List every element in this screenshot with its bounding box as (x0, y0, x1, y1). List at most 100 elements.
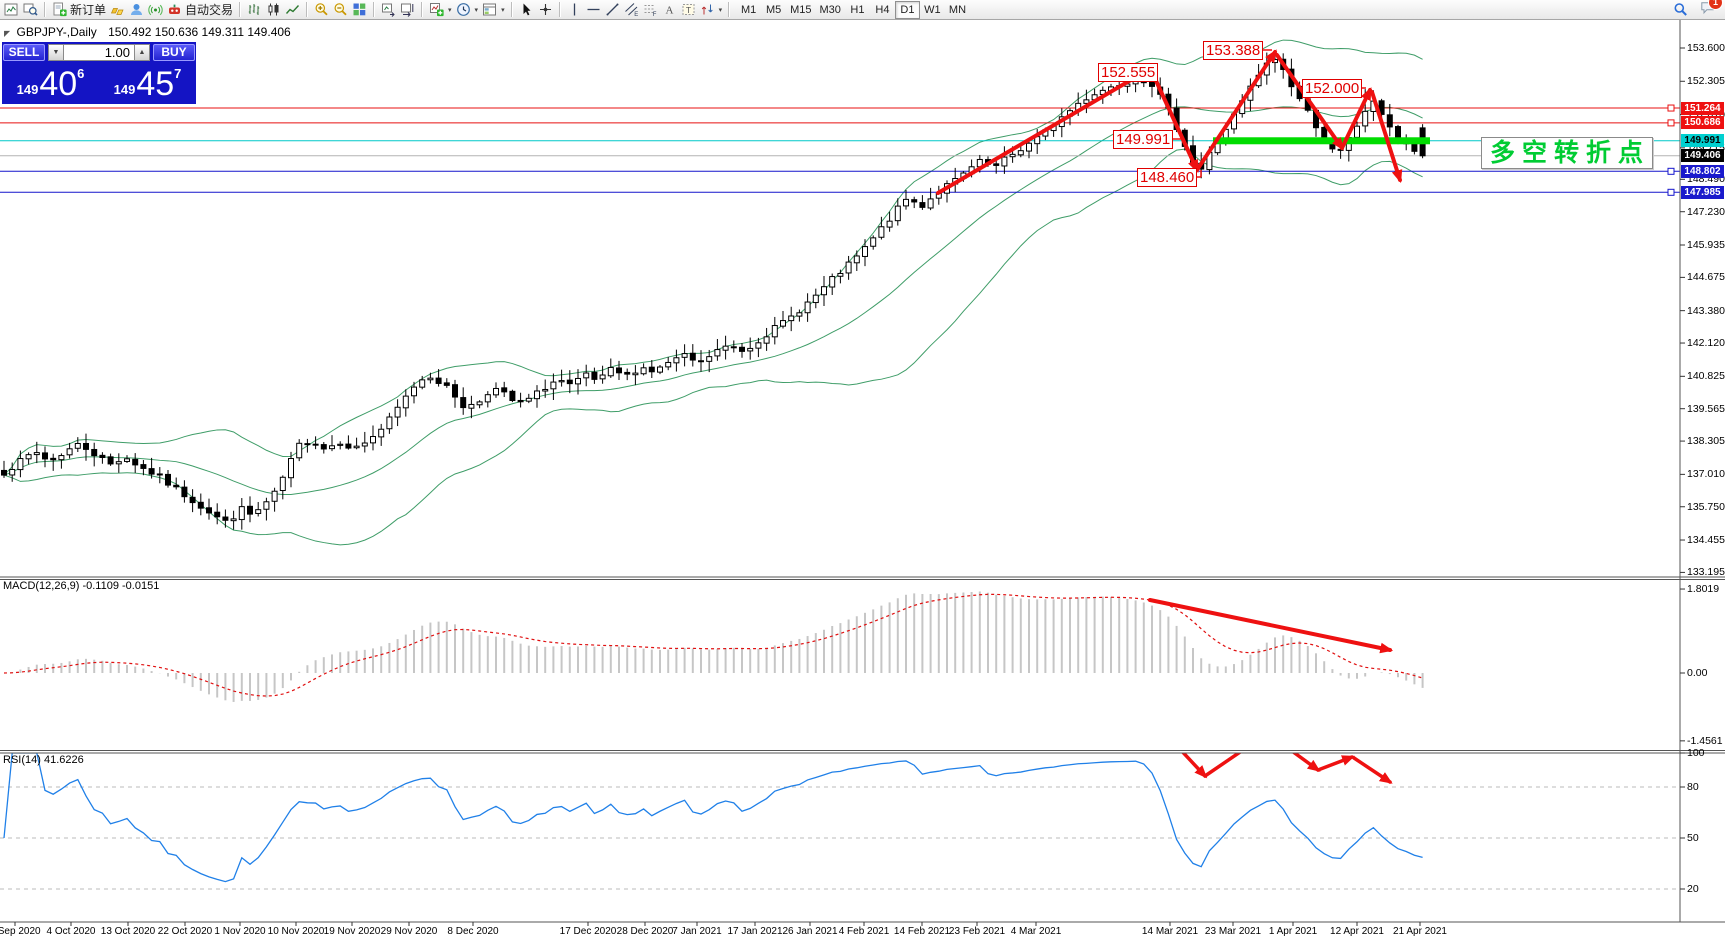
volume-increase-button[interactable]: ▲ (134, 44, 150, 61)
trend-arrow (1370, 90, 1403, 184)
market-watch-button[interactable] (21, 1, 40, 19)
toolbar-separator (558, 2, 561, 17)
line-handle[interactable] (1667, 104, 1675, 112)
candle-body (853, 255, 860, 264)
crosshair-button[interactable] (536, 1, 555, 19)
candle-body (509, 390, 516, 402)
community-button[interactable] (127, 1, 146, 19)
indicators-button[interactable]: ▾ (427, 1, 454, 19)
fibo-button[interactable]: F (641, 1, 660, 19)
candle-body (304, 443, 311, 446)
trend-arrow (1203, 753, 1242, 778)
candles-chart-icon (268, 3, 279, 16)
trend-arrow (936, 68, 1151, 195)
shapes-button[interactable]: ▾ (698, 1, 725, 19)
hline-button[interactable] (584, 1, 603, 19)
timeframe-mn-button[interactable]: MN (945, 1, 970, 19)
candle-body (173, 484, 180, 488)
volume-decrease-button[interactable]: ▼ (48, 44, 64, 61)
candle-body (886, 220, 893, 228)
tile-windows-button[interactable] (350, 1, 369, 19)
line-handle[interactable] (1667, 167, 1675, 175)
line-chart-button[interactable] (283, 1, 302, 19)
candle-body (894, 205, 901, 222)
buy-price[interactable]: 149 45 7 (100, 63, 195, 103)
new-order-button[interactable]: 新订单 (50, 1, 108, 19)
candle-body (648, 366, 655, 373)
sell-price[interactable]: 149 40 6 (3, 63, 98, 103)
dropdown-caret-icon: ▾ (448, 6, 452, 14)
toolbar-separator (421, 2, 424, 17)
channel-button[interactable]: E (622, 1, 641, 19)
line-handle[interactable] (1667, 188, 1675, 196)
trendline-icon (606, 3, 619, 16)
candle-body (1083, 99, 1090, 104)
cursor-button[interactable] (517, 1, 536, 19)
toolbar-separator (373, 2, 376, 17)
candle-body (124, 458, 130, 462)
gold-button[interactable] (108, 1, 127, 19)
zoom-out-button[interactable] (331, 1, 350, 19)
timeframe-w1-button[interactable]: W1 (920, 1, 945, 19)
candle-body (780, 320, 786, 327)
timeframe-h4-button[interactable]: H4 (870, 1, 895, 19)
candles-chart-button[interactable] (264, 1, 283, 19)
charts-window-button[interactable] (2, 1, 21, 19)
candle-body (493, 387, 499, 396)
candle-body (1411, 143, 1418, 152)
text-button[interactable]: A (660, 1, 679, 19)
bars-chart-button[interactable] (245, 1, 264, 19)
zoom-in-button[interactable] (312, 1, 331, 19)
auto-arrange-button[interactable] (379, 1, 398, 19)
buy-price-sup: 7 (174, 66, 182, 81)
trendline-button[interactable] (603, 1, 622, 19)
text-label-button[interactable]: T (679, 1, 698, 19)
indicators-icon (430, 3, 444, 17)
candle-body (288, 458, 294, 479)
timeframe-m1-button[interactable]: M1 (736, 1, 761, 19)
line-handle[interactable] (1667, 119, 1675, 127)
buy-button[interactable]: BUY (153, 44, 195, 61)
sell-button[interactable]: SELL (3, 44, 45, 61)
candle-body (517, 399, 524, 403)
webinar-button[interactable] (146, 1, 165, 19)
autotrade-button[interactable]: 自动交易 (165, 1, 235, 19)
templates-button[interactable]: ▾ (480, 1, 507, 19)
candle-body (17, 458, 24, 471)
svg-text:F: F (652, 12, 656, 17)
candle-body (132, 458, 139, 466)
toolbar-separator (306, 2, 309, 17)
periods-button[interactable]: ▾ (454, 1, 481, 19)
notifications-button[interactable]: 1 (1700, 0, 1723, 20)
candle-body (862, 246, 868, 257)
candle-body (1386, 114, 1393, 128)
chart-shift-button[interactable] (398, 1, 417, 19)
volume-input[interactable] (64, 44, 134, 61)
dropdown-caret-icon: ▾ (474, 6, 479, 14)
candle-body (616, 367, 622, 374)
candle-body (698, 360, 704, 363)
candle-body (1009, 153, 1016, 158)
timeframe-h1-button[interactable]: H1 (845, 1, 870, 19)
vline-button[interactable] (565, 1, 584, 19)
timeframe-m5-button[interactable]: M5 (761, 1, 786, 19)
candle-body (501, 387, 508, 393)
candle-body (1362, 110, 1369, 127)
candle-body (271, 490, 278, 502)
timeframe-m15-button[interactable]: M15 (786, 1, 815, 19)
shapes-icon (701, 4, 713, 15)
trend-arrow (1148, 598, 1394, 654)
trend-arrow (1352, 756, 1393, 784)
trend-arrow (1291, 753, 1321, 772)
svg-text:A: A (665, 5, 673, 17)
timeframe-d1-button[interactable]: D1 (894, 0, 920, 19)
candle-body (566, 379, 573, 385)
turning-point-annotation: 多空转折点 (1481, 137, 1654, 169)
search-button[interactable] (1671, 1, 1690, 19)
chart-shift-icon (401, 3, 414, 17)
timeframe-m30-button[interactable]: M30 (816, 1, 845, 19)
candle-body (91, 448, 98, 457)
candle-body (755, 342, 762, 349)
candle-body (74, 442, 81, 449)
